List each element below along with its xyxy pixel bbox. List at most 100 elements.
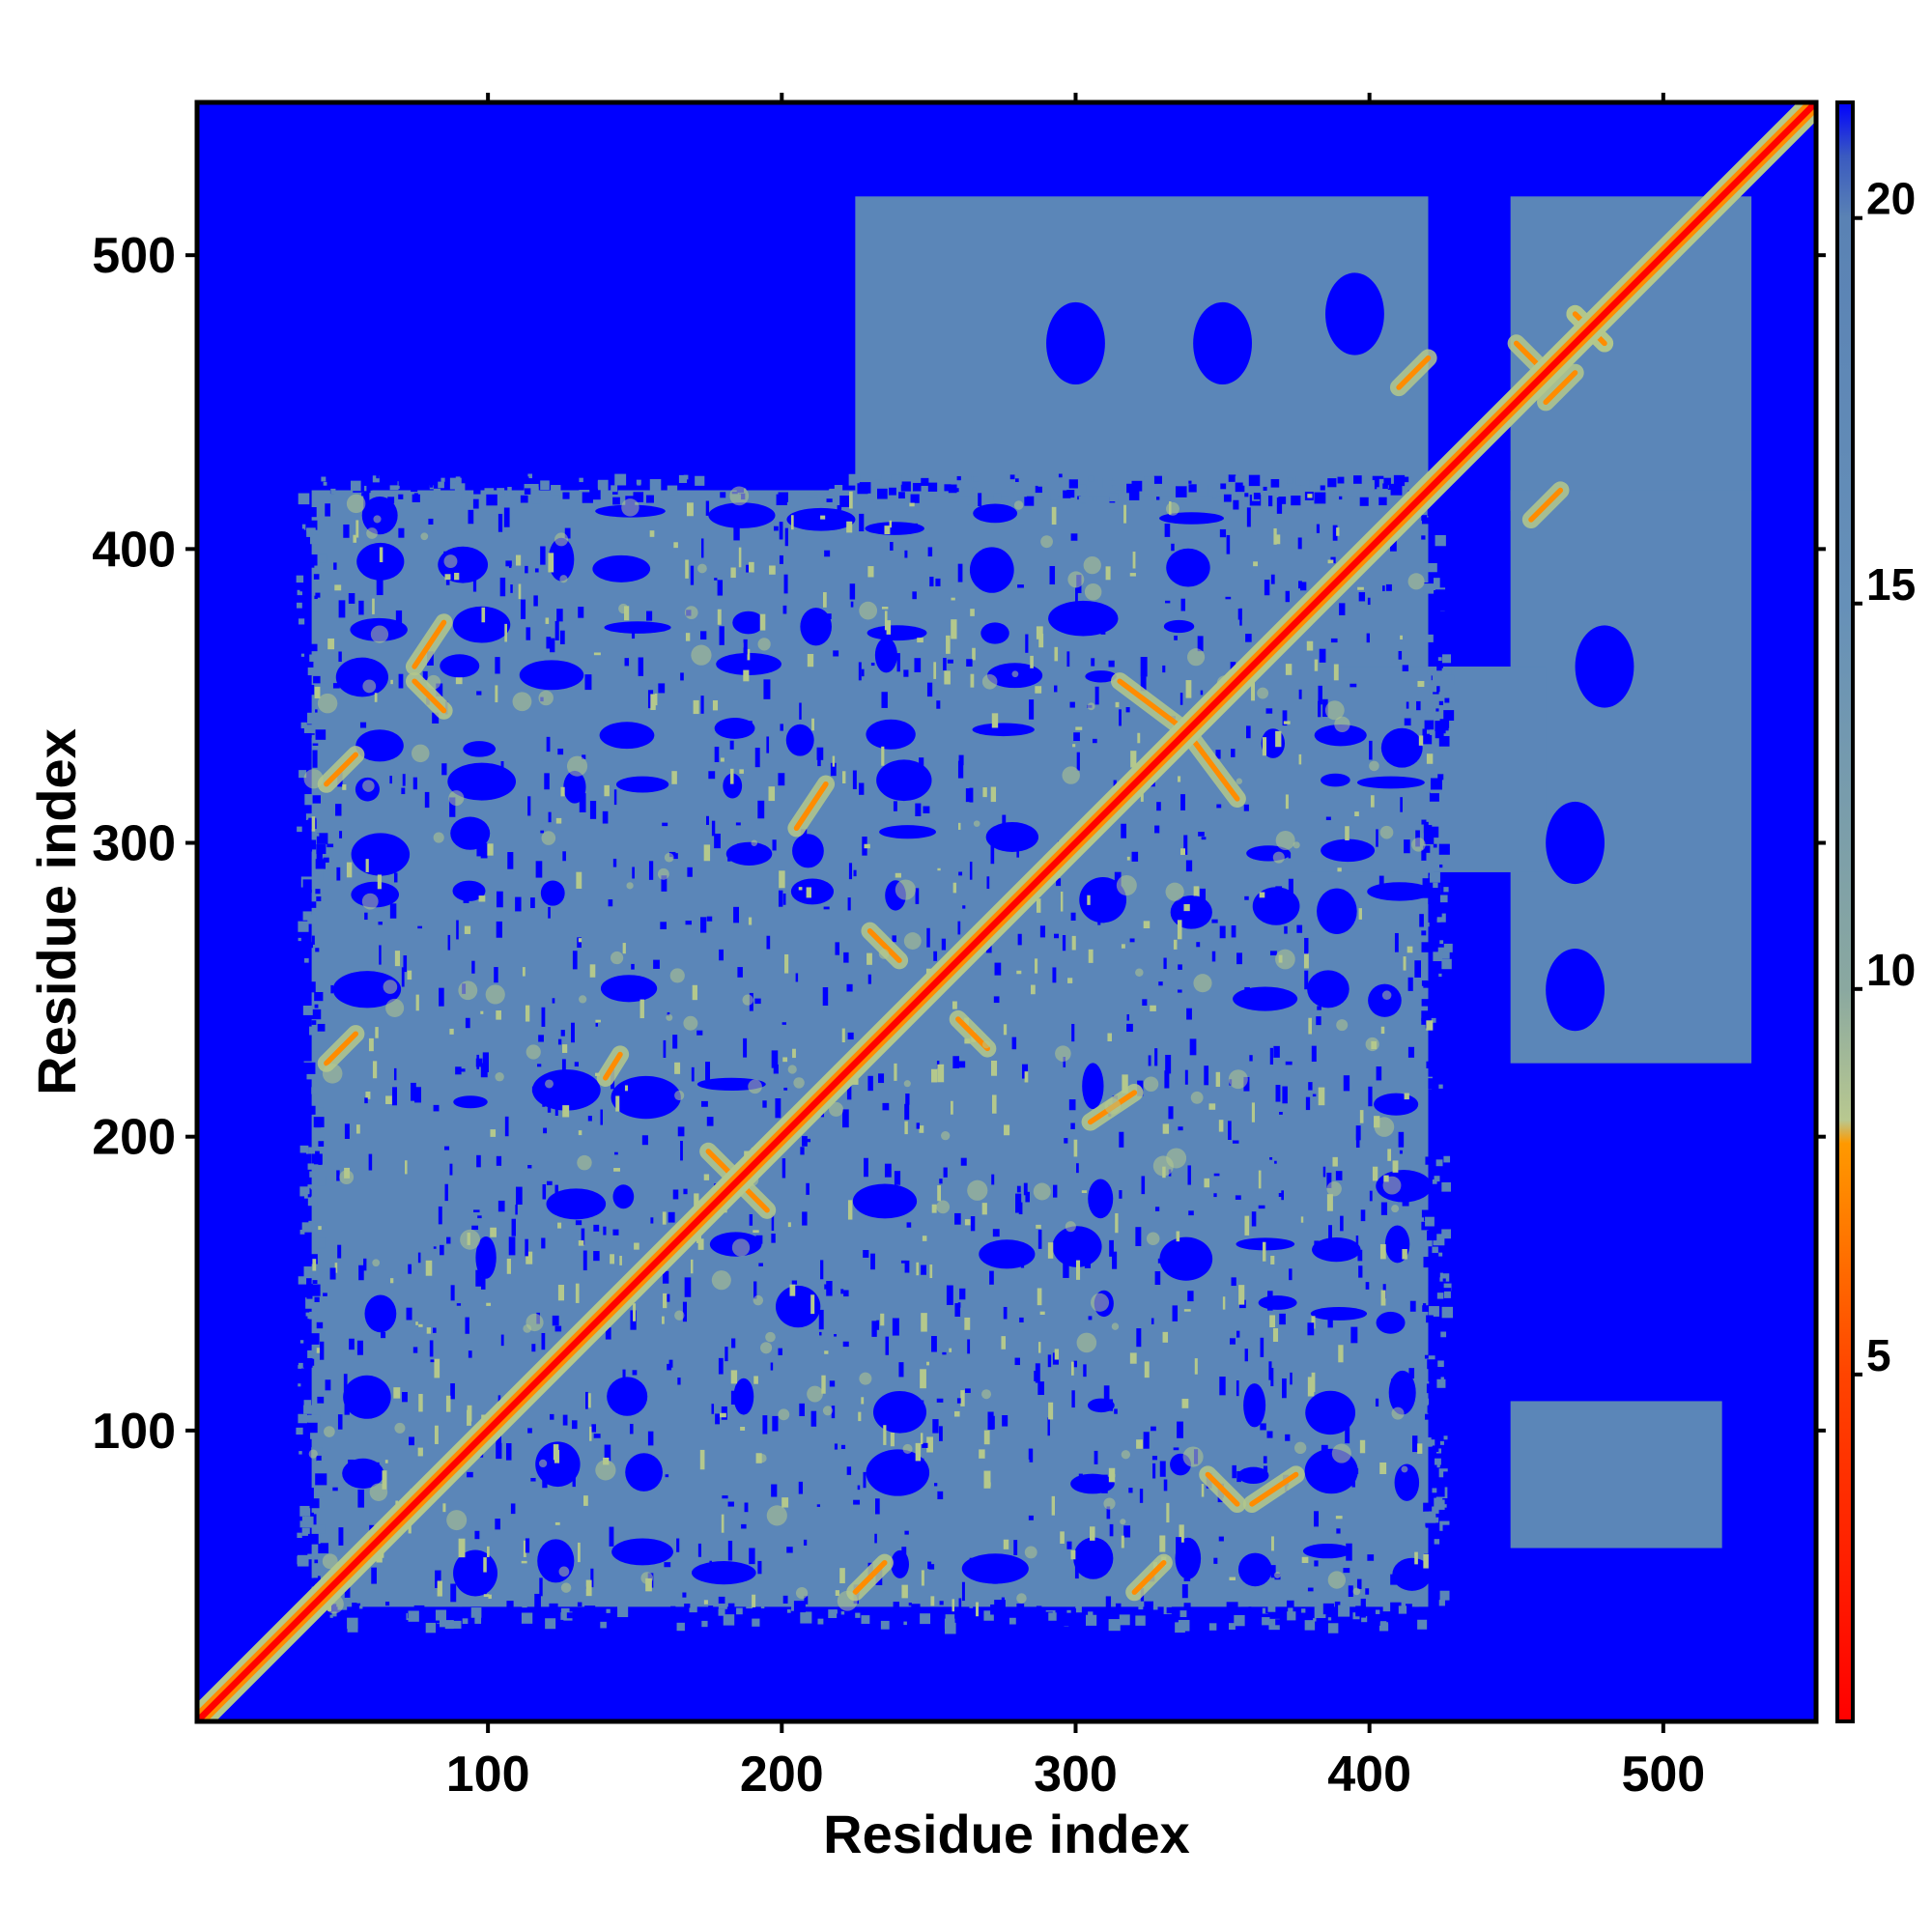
speckle [697, 1238, 704, 1250]
speckle [1318, 1087, 1325, 1106]
edge-speckle [1425, 923, 1430, 927]
speckle [1075, 1260, 1081, 1280]
edge-speckle [398, 494, 404, 499]
edge-speckle [323, 481, 327, 486]
far-hole [973, 503, 1018, 524]
speckle [576, 871, 582, 889]
speckle [1081, 1190, 1088, 1193]
speckle [1354, 811, 1359, 817]
far-hole [800, 608, 832, 646]
speckle [1129, 573, 1136, 577]
near-blob [760, 1342, 773, 1354]
speckle [495, 1519, 500, 1530]
speckle [991, 1060, 998, 1076]
edge-speckle [617, 1605, 629, 1618]
speckle [981, 1203, 987, 1215]
edge-speckle [305, 813, 313, 820]
speckle [474, 1530, 480, 1540]
edge-speckle [1379, 1621, 1387, 1628]
edge-speckle [1390, 1602, 1402, 1614]
edge-speckle [309, 1171, 316, 1178]
far-hole [1310, 1306, 1368, 1321]
speckle [835, 1590, 839, 1596]
speckle [802, 1211, 808, 1226]
speckle [1391, 1378, 1398, 1389]
speckle [931, 1068, 938, 1083]
speckle [360, 1467, 365, 1480]
speckle [1416, 700, 1421, 711]
near-blob [369, 1483, 388, 1501]
edge-speckle [1023, 493, 1027, 497]
speckle [1303, 952, 1309, 969]
far-hole [361, 497, 398, 535]
speckle [1243, 804, 1249, 811]
speckle [990, 786, 997, 803]
edge-speckle [1432, 1521, 1441, 1531]
speckle [1130, 751, 1137, 768]
edge-speckle [460, 481, 464, 485]
near-blob [339, 1170, 355, 1185]
edge-speckle [1442, 1524, 1453, 1535]
speckle [1143, 921, 1151, 929]
edge-speckle [1441, 1458, 1450, 1467]
edge-speckle [1443, 1283, 1452, 1292]
edge-speckle [1429, 923, 1434, 928]
near-blob [1104, 1097, 1122, 1115]
edge-speckle [1443, 1344, 1454, 1353]
edge-speckle [1234, 1614, 1245, 1627]
edge-speckle [1253, 493, 1261, 499]
speckle [946, 1285, 953, 1305]
far-hole [607, 1377, 648, 1416]
speckle [843, 1290, 849, 1297]
speckle [799, 1403, 805, 1416]
speckle [1367, 597, 1371, 606]
speckle [852, 770, 857, 789]
speckle [1165, 600, 1171, 604]
speckle [1263, 1456, 1267, 1463]
speckle [338, 1527, 344, 1546]
speckle [443, 1146, 450, 1151]
near-blob [1334, 716, 1350, 732]
speckle [1062, 935, 1066, 952]
near-blob [1336, 1019, 1349, 1032]
speckle [1151, 1426, 1156, 1432]
near-blob [981, 1040, 991, 1049]
edge-speckle [1188, 484, 1197, 493]
speckle [1329, 900, 1336, 911]
edge-speckle [1432, 1179, 1437, 1184]
near-blob [1381, 990, 1392, 1000]
speckle [874, 1533, 877, 1544]
speckle [1136, 1328, 1142, 1348]
near-blob [577, 1154, 592, 1171]
edge-speckle [299, 1489, 308, 1497]
edge-speckle [1437, 1360, 1444, 1368]
speckle [503, 507, 510, 527]
edge-speckle [861, 1615, 870, 1624]
far-hole [364, 1294, 397, 1333]
speckle [846, 983, 853, 992]
speckle [1356, 1578, 1362, 1589]
speckle [1112, 1251, 1118, 1269]
speckle [966, 659, 973, 667]
speckle [319, 1341, 325, 1360]
far-hole [872, 1390, 927, 1434]
edge-speckle [1440, 1331, 1447, 1338]
speckle [1119, 1131, 1124, 1148]
speckle [682, 1592, 687, 1598]
speckle [1125, 707, 1130, 713]
speckle [718, 1596, 725, 1604]
far-hole [1312, 1237, 1361, 1263]
speckle [1003, 1306, 1008, 1320]
edge-speckle [1048, 1612, 1057, 1621]
edge-speckle [577, 1602, 582, 1607]
speckle [1228, 1121, 1232, 1140]
speckle [1060, 1531, 1065, 1545]
edge-speckle [898, 492, 905, 499]
speckle [632, 1370, 638, 1376]
speckle [378, 922, 383, 925]
speckle [1290, 1372, 1293, 1385]
speckle [1011, 1037, 1017, 1050]
speckle [593, 1224, 600, 1232]
speckle [1355, 1134, 1360, 1149]
edge-speckle [1432, 1217, 1438, 1225]
